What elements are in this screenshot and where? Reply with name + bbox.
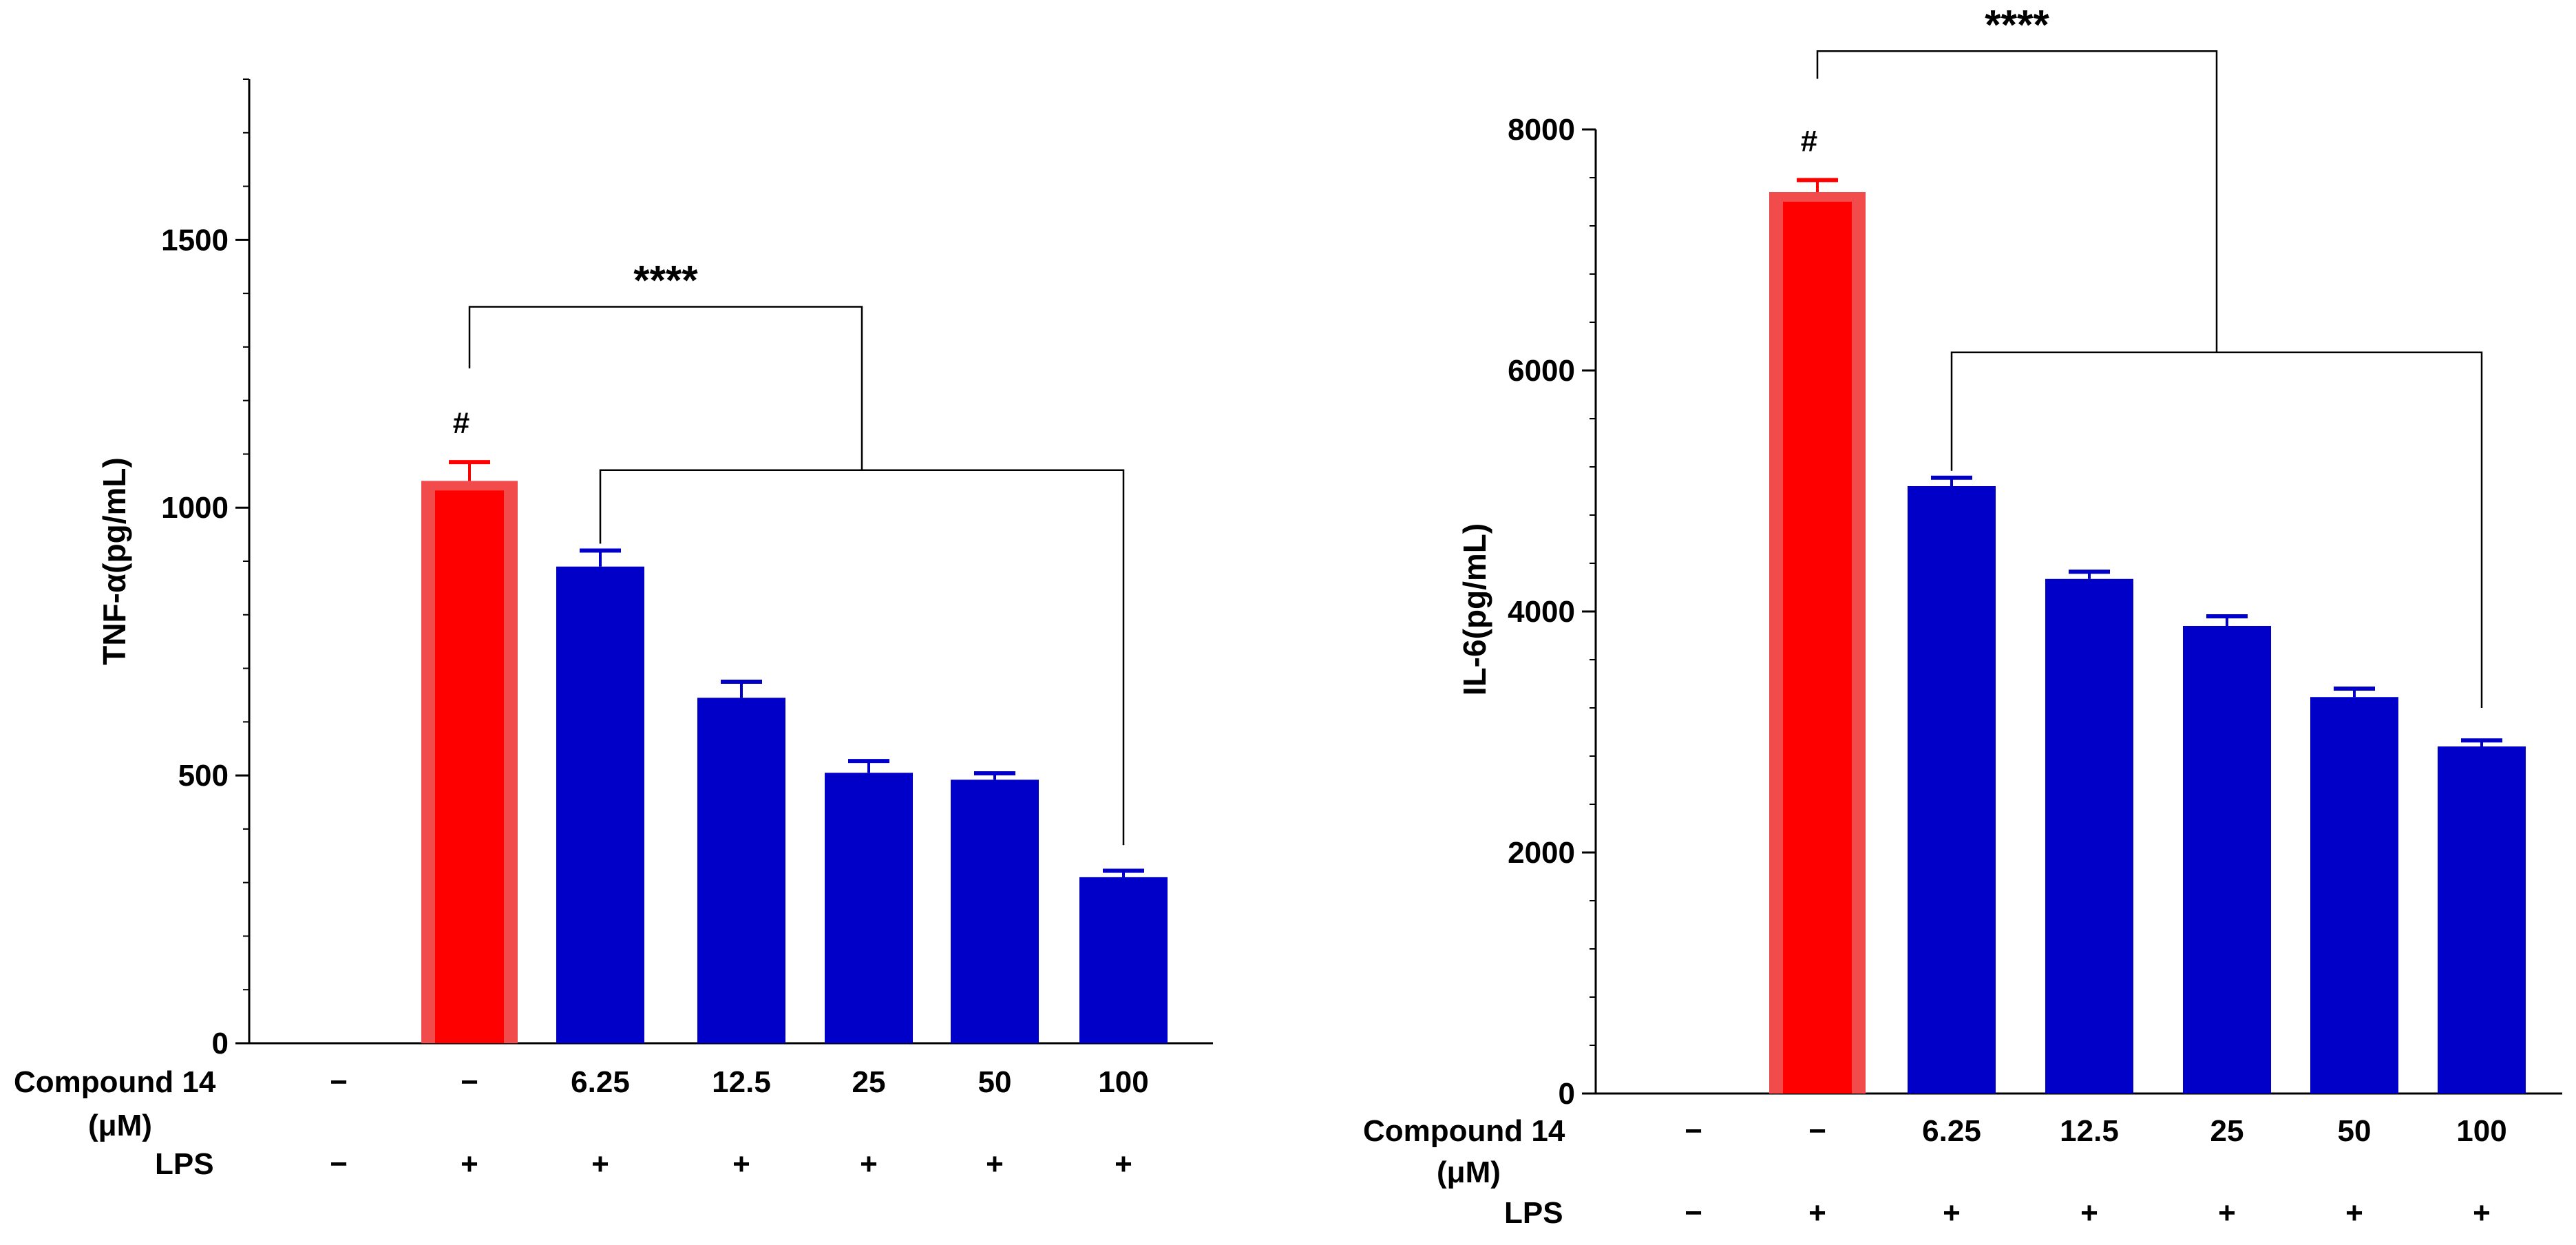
il6-compound-tick-label: 25 [2210, 1114, 2244, 1148]
il6-compound-tick-label: 50 [2338, 1114, 2372, 1148]
il6-compound-tick-label: 12.5 [2060, 1114, 2119, 1148]
tnf-unit-row-label: (μM) [88, 1109, 152, 1142]
tnf-bar [697, 698, 785, 1043]
il6-compound-row-label: Compound 14 [1363, 1114, 1565, 1148]
il6-lps-tick-label: + [1808, 1196, 1826, 1230]
tnf-y-tick-label: 1000 [161, 491, 229, 525]
il6-lps-tick-label: + [2218, 1196, 2236, 1230]
il6-axes: 0 2000 4000 6000 8000 [1508, 113, 2562, 1111]
il6-significance-bracket [1816, 50, 2483, 708]
il6-lps-row-label: LPS [1504, 1196, 1563, 1230]
tnf-y-tick-label: 1500 [161, 223, 229, 257]
tnf-bar [556, 566, 644, 1043]
il6-hash-annotation: # [1801, 125, 1817, 158]
tnf-bars: − − − +6.25 +12.5 +25 +50 +100 + [330, 460, 1168, 1181]
tnf-lps-tick-label: + [986, 1147, 1004, 1181]
il6-bar [1908, 486, 1996, 1094]
il6-compound-tick-label: − [1685, 1114, 1702, 1148]
il6-bar [2183, 626, 2271, 1094]
tnf-lps-row-label: LPS [155, 1147, 214, 1181]
tnf-compound-tick-label: 100 [1098, 1065, 1148, 1099]
tnf-lps-tick-label: + [732, 1147, 750, 1181]
tnf-compound-tick-label: 12.5 [712, 1065, 771, 1099]
tnf-y-tick-label: 0 [212, 1027, 229, 1060]
il6-lps-tick-label: + [2473, 1196, 2491, 1230]
il6-y-tick-label: 0 [1559, 1077, 1575, 1111]
tnf-compound-tick-label: 25 [852, 1065, 886, 1099]
tnf-bar [435, 490, 504, 1043]
tnf-lps-tick-label: + [591, 1147, 609, 1181]
il6-bar [2310, 697, 2398, 1094]
il6-bars: − − − +6.25 +12.5 +25 +50 +100 + [1685, 178, 2526, 1230]
il6-y-tick-label: 6000 [1508, 354, 1575, 388]
il6-bar [2438, 746, 2526, 1094]
il6-y-tick-label: 2000 [1508, 836, 1575, 870]
il6-significance-label: **** [1985, 1, 2049, 48]
il6-unit-row-label: (μM) [1437, 1155, 1501, 1189]
tnf-lps-tick-label: − [330, 1147, 348, 1181]
il6-bar [2045, 578, 2133, 1094]
tnf-y-tick-label: 500 [178, 759, 229, 793]
il6-panel: 0 2000 4000 6000 8000 − − − +6.25 +12.5 +25 +50 +10… [1363, 1, 2562, 1230]
il6-bracket-lower [1950, 351, 2483, 708]
tnf-compound-tick-label: − [461, 1065, 478, 1099]
il6-lps-tick-label: − [1685, 1196, 1702, 1230]
il6-bar [1783, 202, 1852, 1094]
tnf-axes: 0 500 1000 1500 [161, 79, 1213, 1060]
tnf-alpha-panel: 0 500 1000 1500 − − − +6.25 +12.5 +25 +50 +100 + TN… [14, 79, 1213, 1181]
il6-compound-tick-label: − [1808, 1114, 1826, 1148]
il6-compound-tick-label: 100 [2456, 1114, 2506, 1148]
il6-y-tick-label: 4000 [1508, 595, 1575, 629]
il6-compound-tick-label: 6.25 [1922, 1114, 1981, 1148]
tnf-bracket-upper [468, 306, 863, 470]
tnf-lps-tick-label: + [1115, 1147, 1132, 1181]
il6-lps-tick-label: + [2080, 1196, 2098, 1230]
il6-y-tick-label: 8000 [1508, 113, 1575, 147]
tnf-y-axis-label: TNF-α(pg/mL) [96, 457, 132, 665]
tnf-bar [1079, 877, 1168, 1043]
tnf-significance-label: **** [633, 258, 698, 304]
tnf-bracket-lower [599, 469, 1125, 846]
il6-bracket-upper [1816, 50, 2218, 353]
tnf-bar [951, 780, 1039, 1043]
tnf-significance-bracket [468, 306, 1125, 846]
tnf-compound-tick-label: 50 [978, 1065, 1012, 1099]
tnf-bar [825, 773, 913, 1043]
tnf-compound-row-label: Compound 14 [14, 1065, 216, 1099]
il6-lps-tick-label: + [1943, 1196, 1961, 1230]
tnf-hash-annotation: # [453, 406, 469, 440]
il6-y-axis-label: IL-6(pg/mL) [1457, 523, 1492, 695]
tnf-lps-tick-label: + [860, 1147, 878, 1181]
tnf-compound-tick-label: 6.25 [571, 1065, 630, 1099]
tnf-lps-tick-label: + [461, 1147, 478, 1181]
il6-lps-tick-label: + [2345, 1196, 2363, 1230]
tnf-compound-tick-label: − [330, 1065, 348, 1099]
